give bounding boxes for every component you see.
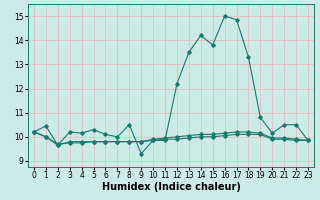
X-axis label: Humidex (Indice chaleur): Humidex (Indice chaleur) (101, 182, 240, 192)
